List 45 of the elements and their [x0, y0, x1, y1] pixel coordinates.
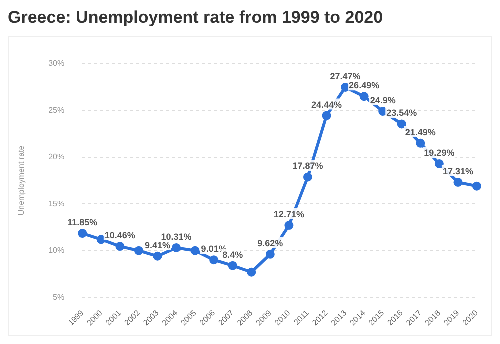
data-label: 11.85%	[68, 218, 98, 228]
point	[228, 261, 238, 270]
point	[284, 221, 294, 230]
point	[190, 246, 200, 256]
point	[153, 252, 162, 261]
chart-title: Greece: Unemployment rate from 1999 to 2020	[8, 8, 384, 28]
point	[322, 111, 332, 120]
y-tick-label: 30%	[48, 59, 65, 68]
point	[378, 107, 388, 116]
point	[303, 172, 312, 182]
point	[416, 138, 426, 148]
data-label: 24.9%	[370, 95, 396, 106]
point	[397, 120, 406, 129]
data-label: 17.87%	[292, 161, 324, 172]
data-label: 12.71%	[274, 210, 304, 220]
point	[360, 92, 369, 102]
data-label: 27.47%	[330, 71, 361, 82]
point	[96, 235, 106, 244]
point	[247, 268, 256, 277]
point	[78, 229, 88, 238]
point	[172, 243, 182, 252]
point	[210, 256, 219, 265]
y-tick-label: 15%	[48, 199, 65, 208]
data-label: 10.46%	[104, 230, 136, 241]
data-label: 19.29%	[424, 148, 455, 158]
point	[472, 182, 482, 191]
data-label: 23.54%	[386, 108, 418, 118]
point	[434, 159, 444, 168]
point	[266, 250, 275, 259]
y-axis-title: Unemployment rate	[17, 145, 26, 216]
data-label: 26.49%	[349, 80, 380, 91]
point	[454, 178, 463, 187]
y-tick-label: 25%	[48, 106, 65, 115]
point	[116, 242, 125, 252]
data-label: 24.44%	[311, 100, 342, 110]
y-tick-label: 20%	[48, 152, 65, 162]
data-label: 17.31%	[442, 166, 474, 176]
data-label: 9.41%	[144, 240, 170, 250]
y-tick-label: 5%	[53, 292, 65, 302]
data-label: 10.31%	[161, 232, 192, 242]
data-label: 8.4%	[222, 250, 244, 260]
y-tick-label: 10%	[48, 246, 65, 256]
point	[134, 246, 144, 256]
data-label: 21.49%	[405, 127, 436, 138]
data-label: 9.62%	[258, 238, 284, 248]
